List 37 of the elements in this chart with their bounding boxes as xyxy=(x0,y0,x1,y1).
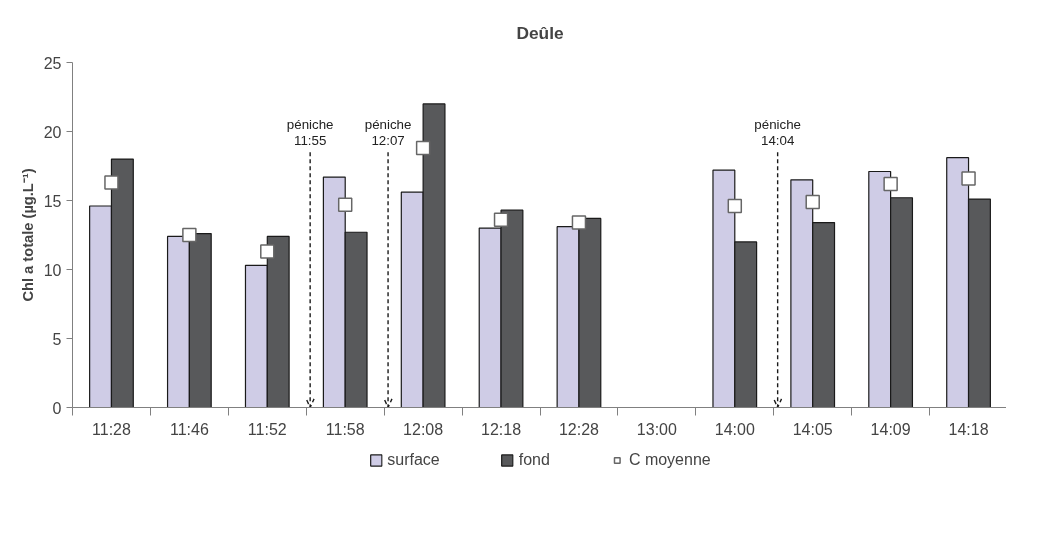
chart-title: Deûle xyxy=(516,22,564,43)
ref-line-label: péniche 12:07 xyxy=(364,117,412,149)
legend-label: fond xyxy=(518,451,550,469)
x-tick-label: 12:28 xyxy=(558,420,600,438)
point xyxy=(260,244,275,259)
point xyxy=(182,227,197,243)
ref-line-label: péniche 14:04 xyxy=(754,117,802,149)
x-tick-label: 14:09 xyxy=(870,420,911,438)
x-tick-label: 12:08 xyxy=(403,420,444,438)
point xyxy=(961,171,976,186)
x-tick-label: 11:52 xyxy=(247,420,287,438)
x-tick-label: 11:58 xyxy=(325,420,365,438)
x-tick-label: 14:18 xyxy=(948,420,989,438)
legend-label: C moyenne xyxy=(628,451,711,469)
y-tick-label: 5 xyxy=(52,330,62,348)
y-tick-label: 25 xyxy=(43,54,62,72)
x-tick-label: 11:46 xyxy=(169,420,209,438)
y-tick-label: 15 xyxy=(43,192,62,210)
point xyxy=(805,194,820,210)
point xyxy=(337,197,353,212)
y-tick-label: 20 xyxy=(43,123,62,141)
y-tick-label: 0 xyxy=(52,399,62,417)
y-axis-title: Chl a totale (µg.L⁻¹) xyxy=(19,168,36,302)
point xyxy=(493,212,509,228)
point xyxy=(571,215,587,230)
y-tick-label: 10 xyxy=(43,261,62,279)
ref-line-label: péniche 11:55 xyxy=(286,117,334,149)
point xyxy=(415,140,431,156)
point xyxy=(727,198,743,214)
x-tick-label: 11:28 xyxy=(92,420,131,438)
legend-label: surface xyxy=(387,451,440,469)
point xyxy=(883,176,898,192)
x-tick-label: 14:00 xyxy=(714,420,755,438)
x-tick-label: 13:00 xyxy=(636,420,677,438)
x-tick-label: 12:18 xyxy=(481,420,522,438)
x-tick-label: 14:05 xyxy=(792,420,833,438)
point xyxy=(104,175,119,190)
